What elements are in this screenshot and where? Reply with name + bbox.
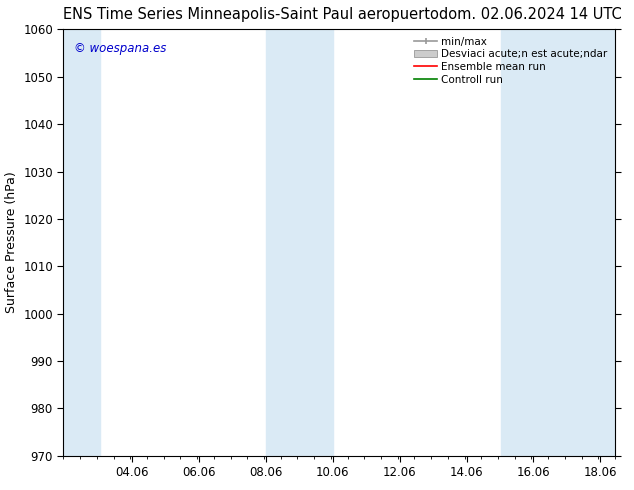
Text: ENS Time Series Minneapolis-Saint Paul aeropuerto: ENS Time Series Minneapolis-Saint Paul a…	[63, 7, 439, 23]
Legend: min/max, Desviaci acute;n est acute;ndar, Ensemble mean run, Controll run: min/max, Desviaci acute;n est acute;ndar…	[412, 35, 610, 87]
Bar	[501, 29, 615, 456]
Y-axis label: Surface Pressure (hPa): Surface Pressure (hPa)	[4, 172, 18, 314]
Text: dom. 02.06.2024 14 UTC: dom. 02.06.2024 14 UTC	[439, 7, 621, 23]
Text: © woespana.es: © woespana.es	[74, 42, 167, 55]
Bar	[63, 29, 100, 456]
Bar	[266, 29, 333, 456]
